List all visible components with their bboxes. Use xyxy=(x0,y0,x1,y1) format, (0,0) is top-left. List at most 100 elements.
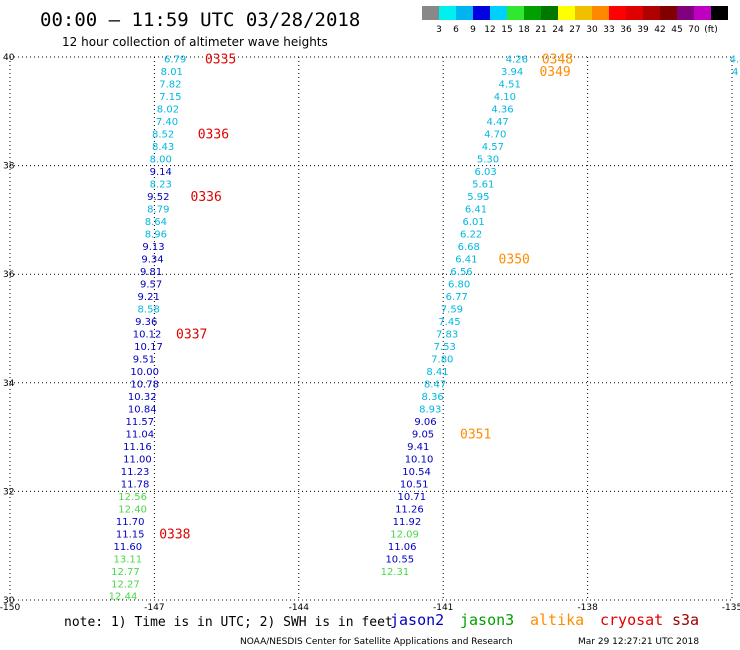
wave-height-value: 6.80 xyxy=(448,280,470,291)
wave-height-value: 6.03 xyxy=(474,167,496,178)
colorbar-swatch xyxy=(473,6,490,20)
wave-height-value: 8.64 xyxy=(145,217,167,228)
colorbar-label: 21 xyxy=(535,25,546,35)
colorbar-label: 42 xyxy=(654,25,665,35)
wave-height-value: 6.56 xyxy=(450,267,472,278)
colorbar-swatch xyxy=(626,6,643,20)
wave-height-value: 13.11 xyxy=(113,554,142,565)
wave-height-value: 10.71 xyxy=(397,492,426,503)
colorbar-label: 30 xyxy=(586,25,598,35)
wave-height-value: 10.55 xyxy=(385,554,414,565)
wave-height-value: 9.36 xyxy=(135,317,157,328)
colorbar-swatch xyxy=(422,6,439,20)
wave-height-value: 11.00 xyxy=(123,454,152,465)
colorbar-swatch xyxy=(711,6,728,20)
wave-height-value: 6.41 xyxy=(455,255,477,266)
colorbar-label: 12 xyxy=(484,25,495,35)
colorbar-label: 24 xyxy=(552,25,564,35)
colorbar-label: 9 xyxy=(470,25,476,35)
timestamp-text: Mar 29 12:27:21 UTC 2018 xyxy=(578,637,699,647)
wave-height-value: 8.58 xyxy=(138,304,160,315)
wave-height-value: 8.93 xyxy=(419,404,441,415)
units-note: note: 1) Time is in UTC; 2) SWH is in fe… xyxy=(64,615,393,630)
wave-height-value: 10.12 xyxy=(133,329,162,340)
wave-height-value: 11.06 xyxy=(388,542,417,553)
wave-height-value: 10.17 xyxy=(134,342,163,353)
wave-height-value: 6.01 xyxy=(462,217,484,228)
wave-height-value: 12.77 xyxy=(111,567,140,578)
wave-height-tracks: 6.798.01 7.827.15 8.027.40 8.528.43 8.009.14… xyxy=(109,55,740,603)
wave-height-value: 7.15 xyxy=(159,92,181,103)
wave-height-value: 6.68 xyxy=(458,242,480,253)
wave-height-value: 6.79 xyxy=(164,55,186,66)
pass-time-label: 0348 xyxy=(542,53,573,68)
wave-height-value: 11.57 xyxy=(126,417,155,428)
wave-height-value: 8.52 xyxy=(152,130,174,141)
colorbar-label: 27 xyxy=(569,25,580,35)
colorbar-swatch xyxy=(643,6,660,20)
wave-height-value: 9.51 xyxy=(133,354,155,365)
longitude-tick-label: -144 xyxy=(289,603,310,613)
longitude-tick-label: -147 xyxy=(144,603,164,613)
colorbar-label: 70 xyxy=(688,25,700,35)
latitude-tick-label: 30 xyxy=(3,596,15,606)
wave-height-value: 4.51 xyxy=(499,80,521,91)
latitude-tick-label: 40 xyxy=(3,53,15,63)
legend-altika: altika xyxy=(530,611,584,629)
colorbar-swatch xyxy=(541,6,558,20)
pass-time-label: 0336 xyxy=(198,128,229,143)
wave-height-value: 11.78 xyxy=(121,479,150,490)
colorbar-label: 6 xyxy=(453,25,459,35)
legend-jason2: jason2 xyxy=(390,611,444,629)
wave-height-value: 9.34 xyxy=(141,255,163,266)
wave-height-value: 9.06 xyxy=(414,417,436,428)
colorbar-swatch xyxy=(490,6,507,20)
credit-text: NOAA/NESDIS Center for Satellite Applica… xyxy=(240,637,513,647)
wave-height-value: 6.77 xyxy=(446,292,468,303)
colorbar-swatch xyxy=(592,6,609,20)
map-grid xyxy=(9,56,733,601)
wave-height-value: 4.8 xyxy=(730,55,740,66)
wave-height-value: 8.36 xyxy=(422,392,444,403)
longitude-tick-labels: -150 -147 -144 -141 -138 -135 xyxy=(0,603,740,613)
wave-height-value: 12.09 xyxy=(390,529,419,540)
colorbar-label: 39 xyxy=(637,25,649,35)
latitude-tick-label: 34 xyxy=(3,379,15,389)
colorbar-swatch xyxy=(507,6,524,20)
colorbar-swatch xyxy=(660,6,677,20)
wave-height-value: 4 xyxy=(732,67,738,78)
colorbar-label: (ft) xyxy=(704,25,718,35)
colorbar-swatch xyxy=(558,6,575,20)
wave-height-value: 3.94 xyxy=(501,67,523,78)
wave-height-value: 9.81 xyxy=(140,267,162,278)
colorbar-swatch xyxy=(439,6,456,20)
wave-height-value: 9.41 xyxy=(407,442,429,453)
wave-height-value: 7.59 xyxy=(441,304,463,315)
latitude-tick-labels: 40 38 36 34 32 30 xyxy=(3,53,15,606)
wave-height-value: 4.47 xyxy=(487,117,509,128)
wave-height-value: 9.13 xyxy=(142,242,164,253)
wave-height-value: 6.41 xyxy=(465,205,487,216)
wave-height-value: 8.01 xyxy=(161,67,183,78)
longitude-tick-label: -141 xyxy=(433,603,453,613)
colorbar-label: 15 xyxy=(501,25,512,35)
wave-height-value: 11.23 xyxy=(121,467,150,478)
legend-cryosat: cryosat xyxy=(600,611,663,629)
colorbar-swatch xyxy=(677,6,694,20)
wave-height-value: 7.45 xyxy=(438,317,460,328)
wave-height-value: 8.96 xyxy=(145,230,167,241)
wave-height-value: 7.80 xyxy=(431,354,453,365)
wave-height-value: 9.14 xyxy=(150,167,172,178)
colorbar-label: 18 xyxy=(518,25,530,35)
pass-time-label: 0350 xyxy=(499,253,530,268)
wave-height-value: 8.00 xyxy=(150,155,172,166)
colorbar: 3 6 9 12 15 18 21 24 27 30 33 36 39 42 45 70 (ft) xyxy=(422,6,728,35)
wave-height-value: 4.10 xyxy=(494,92,516,103)
colorbar-swatch xyxy=(609,6,626,20)
wave-height-value: 7.53 xyxy=(434,342,456,353)
wave-height-value: 10.78 xyxy=(130,379,159,390)
wave-height-value: 4.70 xyxy=(484,130,506,141)
latitude-tick-label: 38 xyxy=(3,162,15,172)
